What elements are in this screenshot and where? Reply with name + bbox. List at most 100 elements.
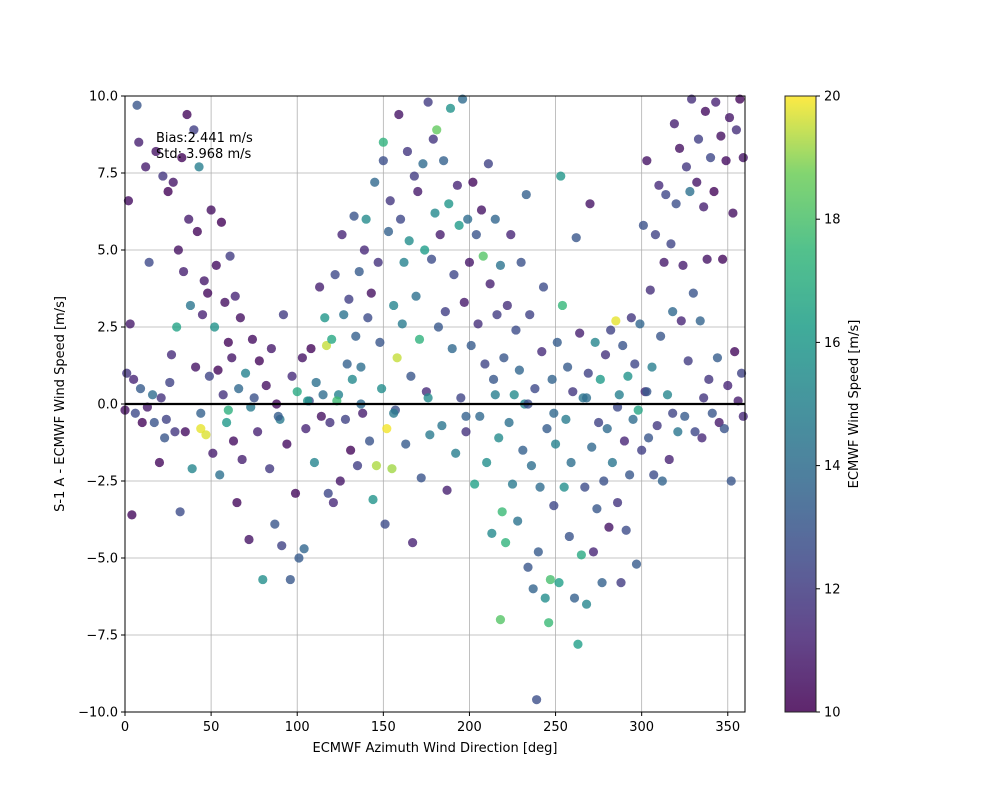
data-point [459, 297, 469, 307]
data-point [435, 230, 445, 240]
data-point [526, 461, 537, 471]
data-point [697, 433, 707, 443]
data-point [530, 384, 540, 394]
data-point [444, 199, 454, 209]
data-point [253, 427, 263, 437]
data-point [344, 294, 354, 304]
data-point [237, 454, 247, 465]
data-point [323, 488, 333, 498]
data-point [454, 220, 464, 230]
data-point [716, 131, 726, 141]
data-point [366, 288, 376, 298]
data-point [316, 411, 326, 421]
data-point [240, 368, 251, 378]
data-point [208, 448, 218, 458]
data-point [709, 186, 719, 197]
data-point [461, 427, 471, 437]
data-point [499, 353, 509, 363]
data-point [354, 266, 364, 277]
data-point [554, 578, 564, 588]
data-point [447, 343, 457, 354]
data-point [161, 414, 171, 424]
data-point [394, 109, 404, 120]
data-point [559, 482, 569, 492]
data-point [676, 316, 686, 326]
data-point [211, 260, 221, 270]
colorbar-tick-label: 20 [824, 90, 841, 105]
data-point [506, 230, 516, 240]
colorbar-tick-label: 12 [824, 582, 841, 597]
x-tick-label: 0 [121, 720, 129, 735]
y-tick-label: −2.5 [86, 475, 118, 490]
data-point [588, 547, 599, 557]
data-point [674, 143, 685, 153]
colorbar-tick-label: 14 [824, 459, 841, 474]
data-point [707, 408, 717, 418]
data-point [375, 337, 385, 347]
data-point [290, 488, 301, 498]
data-point [649, 470, 659, 480]
data-point [147, 390, 158, 400]
data-point [416, 473, 426, 483]
data-point [156, 393, 166, 403]
data-point [549, 501, 559, 511]
data-point [583, 368, 593, 378]
data-point [370, 177, 380, 187]
data-point [352, 461, 363, 471]
data-point [315, 282, 325, 292]
data-point [728, 208, 738, 218]
data-point [693, 134, 704, 144]
data-point [439, 156, 449, 166]
data-point [160, 433, 170, 443]
data-point [637, 445, 647, 455]
data-point [673, 427, 683, 437]
data-point [127, 510, 137, 520]
data-point [549, 408, 559, 418]
data-point [533, 547, 543, 557]
data-point [182, 109, 192, 120]
data-point [736, 368, 747, 378]
data-point [685, 186, 695, 197]
data-point [542, 424, 552, 434]
data-point [206, 205, 216, 215]
data-point [158, 171, 168, 181]
data-point [513, 516, 523, 526]
data-point [306, 343, 316, 354]
data-point [573, 639, 583, 649]
data-point [680, 411, 690, 421]
data-point [712, 353, 723, 363]
data-point [518, 445, 528, 455]
data-point [628, 414, 638, 424]
data-point [213, 365, 223, 375]
data-point [442, 485, 452, 495]
data-point [695, 316, 705, 326]
data-point [318, 390, 328, 400]
data-point [123, 196, 134, 206]
data-point [196, 408, 206, 418]
data-point [619, 436, 630, 446]
data-point [576, 550, 586, 560]
data-point [377, 384, 387, 394]
data-point [399, 257, 409, 267]
y-tick-label: 10.0 [89, 90, 118, 105]
colorbar-ticks: 10 12 14 16 18 20 [816, 90, 841, 721]
data-point [389, 300, 399, 311]
data-point [630, 359, 640, 369]
data-point [614, 390, 624, 400]
data-point [457, 94, 468, 104]
data-point [423, 393, 433, 403]
data-point [552, 337, 562, 347]
data-point [501, 538, 511, 548]
data-point [735, 94, 745, 104]
data-point [704, 374, 714, 384]
data-point [320, 313, 330, 323]
data-point [180, 427, 190, 437]
data-point [361, 214, 371, 224]
data-point [337, 230, 347, 240]
data-point [724, 112, 735, 123]
data-point [575, 328, 585, 338]
data-point [475, 411, 485, 421]
data-point [664, 454, 674, 465]
x-tick-label: 50 [203, 720, 220, 735]
data-point [172, 322, 182, 332]
